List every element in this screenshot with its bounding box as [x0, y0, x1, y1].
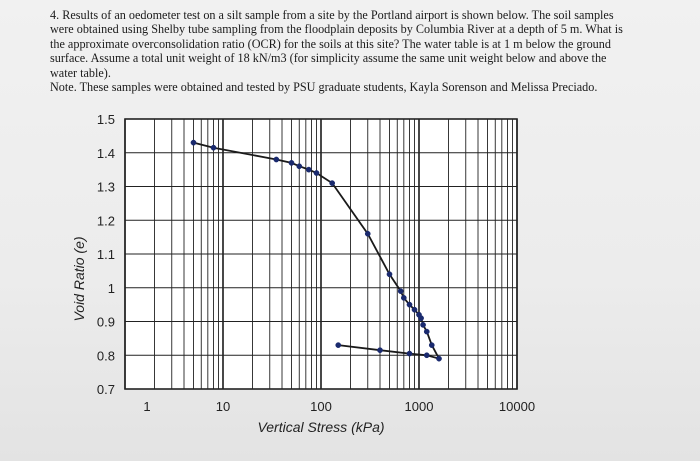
series-group [190, 139, 442, 362]
problem-line: water table). [50, 65, 111, 80]
data-point [288, 160, 295, 166]
y-tick-label: 1.5 [97, 112, 115, 127]
x-tick-labels: 1 10 100 1000 10000 [143, 399, 535, 414]
data-point [313, 170, 320, 176]
data-point [423, 328, 430, 335]
problem-line: were obtained using Shelby tube sampling… [50, 22, 623, 37]
problem-line: 4. Results of an oedometer test on a sil… [50, 8, 614, 22]
y-axis-title: Void Ratio (e) [71, 236, 87, 321]
data-point [296, 163, 303, 170]
x-tick-label: 10000 [499, 399, 535, 414]
x-axis-title: Vertical Stress (kPa) [257, 419, 384, 435]
problem-note: Note. These samples were obtained and te… [50, 80, 598, 95]
data-point [273, 156, 280, 163]
data-point [436, 355, 442, 362]
data-point [420, 322, 426, 328]
y-tick-label: 1 [108, 281, 115, 296]
data-point [400, 295, 407, 301]
data-point [335, 342, 342, 348]
x-tick-label: 10 [216, 399, 230, 414]
x-tick-label: 1 [143, 399, 150, 414]
x-tick-label: 100 [310, 399, 332, 414]
data-point [418, 315, 424, 321]
data-point [406, 350, 413, 357]
y-tick-label: 0.7 [97, 382, 115, 397]
y-tick-label: 1.1 [97, 247, 115, 262]
y-tick-label: 1.4 [97, 146, 115, 161]
data-point [210, 144, 217, 151]
y-tick-labels: 1.5 1.4 1.3 1.2 1.1 1 0.9 0.8 0.7 [97, 112, 115, 397]
data-point [305, 166, 312, 173]
data-point [377, 347, 383, 354]
data-point [386, 271, 393, 278]
y-tick-label: 0.9 [97, 315, 115, 330]
data-point [423, 352, 430, 359]
problem-line: the approximate overconsolidation ratio … [50, 36, 611, 51]
data-point [428, 342, 435, 348]
x-tick-label: 1000 [405, 399, 434, 414]
data-point [329, 180, 336, 186]
problem-line: surface. Assume a total unit weight of 1… [50, 51, 607, 66]
data-point [406, 301, 413, 308]
plot-frame [124, 118, 518, 390]
y-tick-label: 0.8 [97, 348, 115, 363]
data-point [190, 139, 197, 146]
data-point [397, 288, 404, 294]
data-point [364, 230, 371, 237]
problem-statement: 4. Results of an oedometer test on a sil… [50, 8, 685, 94]
data-point [411, 306, 418, 313]
y-tick-label: 1.2 [97, 213, 115, 228]
y-tick-label: 1.3 [97, 180, 115, 195]
